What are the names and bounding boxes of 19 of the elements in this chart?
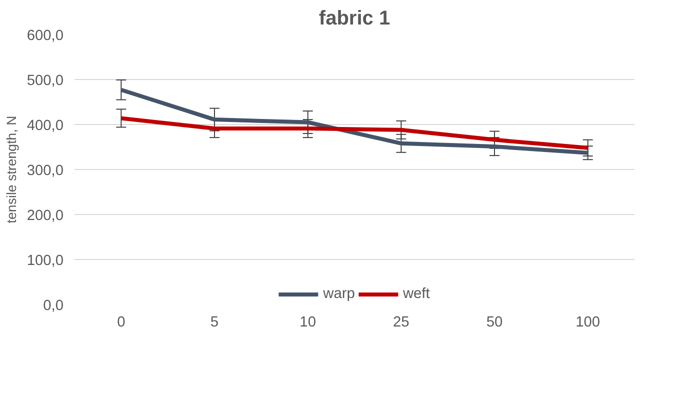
legend-label: weft bbox=[402, 286, 430, 302]
x-tick-label: 10 bbox=[300, 314, 316, 330]
y-tick-label: 500,0 bbox=[26, 73, 64, 89]
x-tick-label: 25 bbox=[393, 314, 410, 330]
y-tick-label: 300,0 bbox=[26, 163, 64, 179]
y-tick-label: 0,0 bbox=[43, 298, 64, 314]
y-tick-label: 100,0 bbox=[26, 253, 64, 269]
y-tick-label: 600,0 bbox=[26, 28, 64, 44]
x-tick-label: 100 bbox=[576, 314, 600, 330]
y-axis-title: tensile strength, N bbox=[4, 116, 19, 224]
line-series bbox=[119, 116, 590, 150]
y-tick-label: 400,0 bbox=[26, 118, 64, 134]
chart-title: fabric 1 bbox=[318, 8, 390, 30]
x-tick-label: 5 bbox=[210, 314, 219, 330]
x-tick-label: 0 bbox=[117, 314, 126, 330]
y-tick-label: 200,0 bbox=[26, 208, 64, 224]
line-series bbox=[119, 88, 590, 155]
x-tick-label: 50 bbox=[486, 314, 503, 330]
legend-label: warp bbox=[323, 286, 355, 302]
